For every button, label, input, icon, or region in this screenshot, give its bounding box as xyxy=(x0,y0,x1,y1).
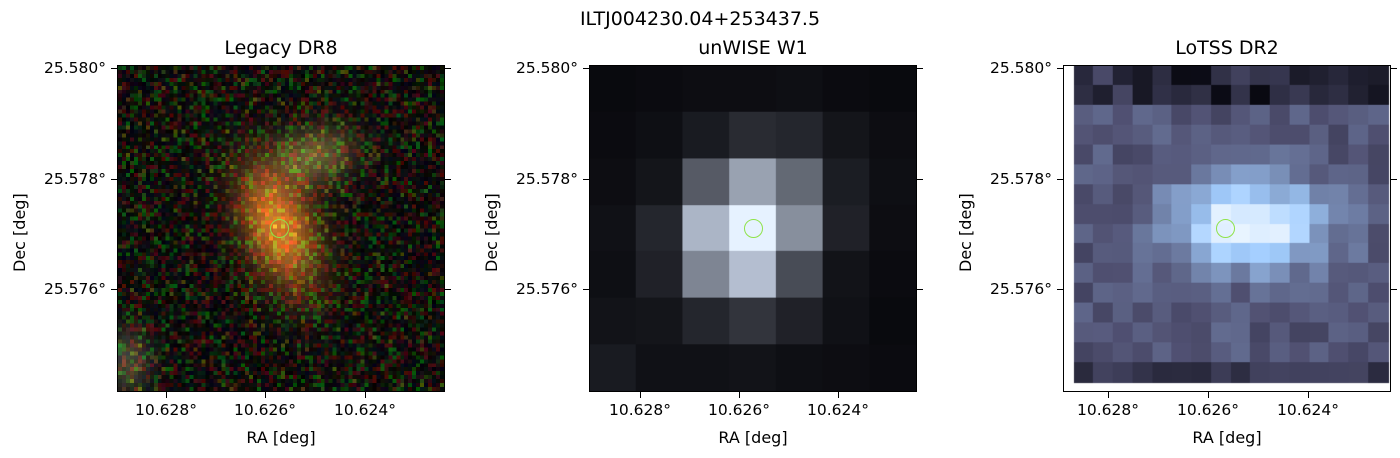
source-marker-ring xyxy=(270,219,289,238)
y-tick-label: 25.576° xyxy=(44,280,106,298)
y-tick-label: 25.576° xyxy=(516,280,578,298)
x-tick-label: 10.628° xyxy=(1077,401,1139,419)
panel-title: Legacy DR8 xyxy=(224,37,338,59)
y-tick-label: 25.580° xyxy=(44,59,106,77)
x-tick-label: 10.628° xyxy=(609,401,671,419)
source-marker-ring xyxy=(744,219,763,238)
y-tick-label: 25.578° xyxy=(990,170,1052,188)
y-tick-label: 25.580° xyxy=(516,59,578,77)
radio-image xyxy=(1063,65,1391,392)
y-tick-label: 25.578° xyxy=(516,170,578,188)
x-tick-label: 10.626° xyxy=(234,401,296,419)
x-tick-label: 10.624° xyxy=(334,401,396,419)
x-tick-label: 10.626° xyxy=(1177,401,1239,419)
y-axis-label: Dec [deg] xyxy=(482,193,501,272)
panel-title: unWISE W1 xyxy=(698,37,808,59)
source-marker-ring xyxy=(1216,219,1235,238)
y-axis-label: Dec [deg] xyxy=(956,193,975,272)
x-axis-label: RA [deg] xyxy=(246,428,316,447)
y-tick-label: 25.580° xyxy=(990,59,1052,77)
infrared-image xyxy=(589,65,917,392)
optical-image xyxy=(117,65,445,392)
x-tick-label: 10.624° xyxy=(807,401,869,419)
x-tick-label: 10.628° xyxy=(135,401,197,419)
x-axis-label: RA [deg] xyxy=(1192,428,1262,447)
y-axis-label: Dec [deg] xyxy=(10,193,29,272)
x-tick-label: 10.626° xyxy=(708,401,770,419)
figure-suptitle: ILTJ004230.04+253437.5 xyxy=(579,8,821,30)
panel-title: LoTSS DR2 xyxy=(1175,37,1279,59)
x-tick-label: 10.624° xyxy=(1277,401,1339,419)
y-tick-label: 25.578° xyxy=(44,170,106,188)
y-tick-label: 25.576° xyxy=(990,280,1052,298)
x-axis-label: RA [deg] xyxy=(718,428,788,447)
